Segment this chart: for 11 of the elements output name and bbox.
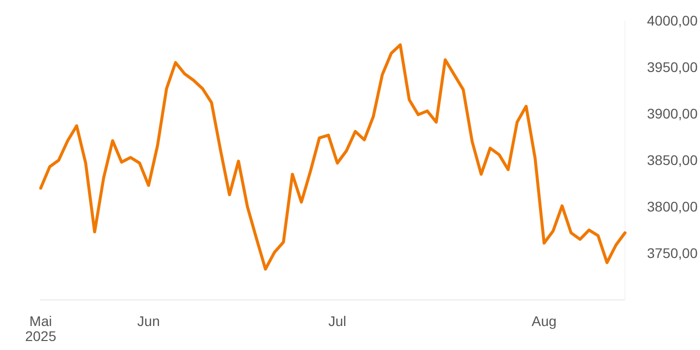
y-tick-label: 3800,00 <box>647 198 698 215</box>
x-tick-label: Jun <box>137 313 160 329</box>
y-tick-label: 4000,00 <box>647 12 698 29</box>
y-tick-label: 3900,00 <box>647 106 698 122</box>
x-tick-label: Aug <box>532 313 557 329</box>
x-tick-label: Jul <box>328 313 346 329</box>
line-series <box>39 43 626 271</box>
y-tick-label: 3750,00 <box>647 245 698 262</box>
x-tick-label: Mai 2025 <box>25 313 56 344</box>
y-tick-label: 3850,00 <box>647 152 698 168</box>
y-tick-label: 3950,00 <box>647 59 698 76</box>
